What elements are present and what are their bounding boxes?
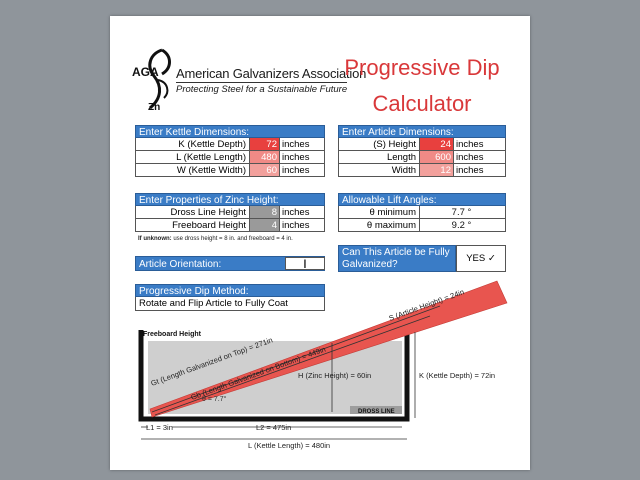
article-value[interactable]: 12 bbox=[420, 164, 454, 177]
article-row: Width 12 inches bbox=[338, 164, 506, 177]
kettle-outline bbox=[138, 330, 410, 422]
angle-label: θ maximum bbox=[338, 219, 420, 232]
kettle-unit: inches bbox=[280, 164, 325, 177]
logo-acronym: AGA bbox=[132, 65, 159, 79]
freeboard-label: Freeboard Height bbox=[143, 331, 202, 338]
zinc-label: Freeboard Height bbox=[135, 219, 250, 232]
kettle-label: W (Kettle Width) bbox=[135, 164, 250, 177]
calculator-sheet: AGA Zn American Galvanizers Association … bbox=[110, 16, 530, 470]
aga-logo-icon: AGA Zn bbox=[132, 48, 171, 113]
kettle-depth-label: K (Kettle Depth) = 72in bbox=[419, 371, 495, 380]
galvanized-answer: YES ✓ bbox=[456, 245, 506, 272]
l-label: L (Kettle Length) = 480in bbox=[248, 441, 330, 450]
method-text: Rotate and Flip Article to Fully Coat bbox=[135, 297, 325, 311]
kettle-row: W (Kettle Width) 60 inches bbox=[135, 164, 325, 177]
dross-label: DROSS LINE bbox=[358, 409, 395, 415]
kettle-unit: inches bbox=[280, 151, 325, 164]
l2-label: L2 = 475in bbox=[256, 423, 291, 432]
angle-row: θ maximum 9.2 ° bbox=[338, 219, 506, 232]
angle-value: 9.2 ° bbox=[420, 219, 506, 232]
article-value[interactable]: 600 bbox=[420, 151, 454, 164]
article-unit: inches bbox=[454, 151, 506, 164]
orientation-select[interactable]: | bbox=[285, 257, 325, 270]
theta-label: θ = 7.7° bbox=[202, 395, 227, 403]
kettle-value[interactable]: 480 bbox=[250, 151, 280, 164]
l1-label: L1 = 3in bbox=[146, 423, 173, 432]
kettle-heading: Enter Kettle Dimensions: bbox=[135, 125, 325, 138]
kettle-diagram: Freeboard Height DROSS LINE Gt (Length G… bbox=[138, 280, 508, 450]
zinc-value[interactable]: 8 bbox=[250, 206, 280, 219]
article-label: (S) Height bbox=[338, 138, 420, 151]
article-unit: inches bbox=[454, 138, 506, 151]
angle-row: θ minimum 7.7 ° bbox=[338, 206, 506, 219]
zinc-label: Dross Line Height bbox=[135, 206, 250, 219]
gt-line bbox=[151, 305, 441, 413]
article-unit: inches bbox=[454, 164, 506, 177]
kettle-row: L (Kettle Length) 480 inches bbox=[135, 151, 325, 164]
kettle-value[interactable]: 60 bbox=[250, 164, 280, 177]
zinc-unit: inches bbox=[280, 206, 325, 219]
zinc-value[interactable]: 4 bbox=[250, 219, 280, 232]
zinc-note-text: use dross height = 8 in. and freeboard =… bbox=[173, 236, 293, 242]
article-row: (S) Height 24 inches bbox=[338, 138, 506, 151]
angle-label: θ minimum bbox=[338, 206, 420, 219]
dross-band bbox=[350, 406, 402, 414]
logo-name: American Galvanizers Association bbox=[176, 66, 367, 81]
method-heading: Progressive Dip Method: bbox=[135, 284, 325, 297]
page-title: Progressive Dip Calculator bbox=[322, 50, 522, 122]
kettle-value[interactable]: 72 bbox=[250, 138, 280, 151]
zinc-heading: Enter Properties of Zinc Height: bbox=[135, 193, 325, 206]
zinc-unit: inches bbox=[280, 219, 325, 232]
zinc-note-bold: If unknown: bbox=[138, 236, 172, 242]
zinc-row: Freeboard Height 4 inches bbox=[135, 219, 325, 232]
kettle-label: L (Kettle Length) bbox=[135, 151, 250, 164]
article-label: Width bbox=[338, 164, 420, 177]
article-heading: Enter Article Dimensions: bbox=[338, 125, 506, 138]
zinc-row: Dross Line Height 8 inches bbox=[135, 206, 325, 219]
angles-heading: Allowable Lift Angles: bbox=[338, 193, 506, 206]
article-value[interactable]: 24 bbox=[420, 138, 454, 151]
article-beam bbox=[149, 280, 508, 418]
kettle-unit: inches bbox=[280, 138, 325, 151]
kettle-label: K (Kettle Depth) bbox=[135, 138, 250, 151]
zinc-height-label: H (Zinc Height) = 60in bbox=[298, 371, 371, 380]
angle-value: 7.7 ° bbox=[420, 206, 506, 219]
article-row: Length 600 inches bbox=[338, 151, 506, 164]
gb-line bbox=[154, 315, 431, 416]
logo-element: Zn bbox=[148, 102, 160, 113]
article-label: Length bbox=[338, 151, 420, 164]
orientation-heading: Article Orientation: bbox=[135, 256, 325, 271]
zinc-note: If unknown: use dross height = 8 in. and… bbox=[138, 236, 293, 242]
title-line-2: Calculator bbox=[372, 91, 472, 116]
kettle-row: K (Kettle Depth) 72 inches bbox=[135, 138, 325, 151]
logo-tagline: Protecting Steel for a Sustainable Futur… bbox=[176, 82, 348, 95]
title-line-1: Progressive Dip bbox=[344, 55, 500, 80]
galvanized-question: Can This Article be Fully Galvanized? bbox=[338, 245, 456, 272]
